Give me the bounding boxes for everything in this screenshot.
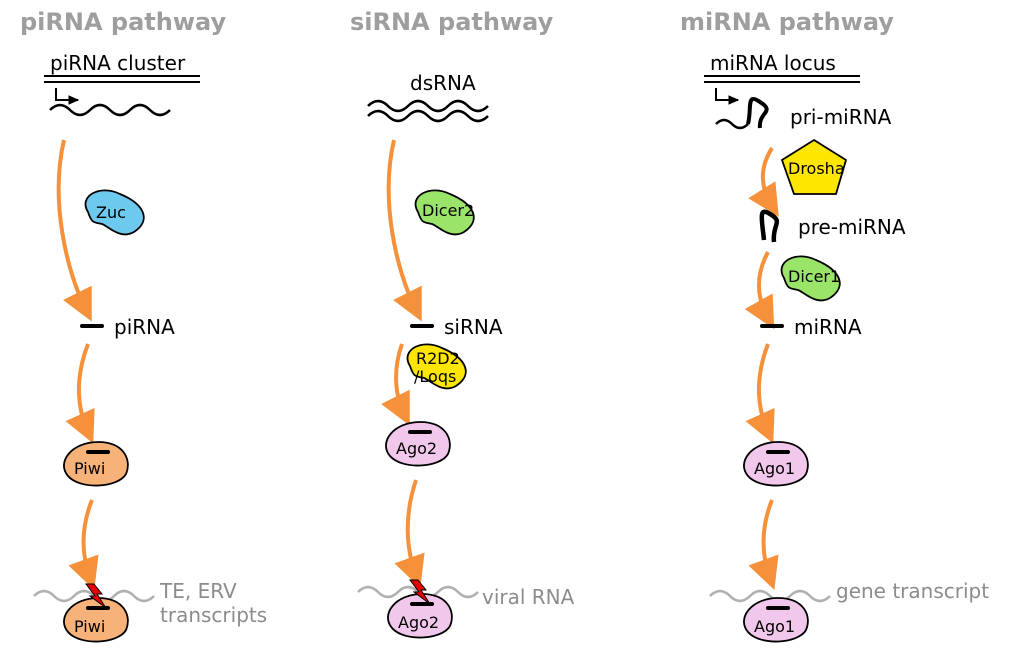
pirna-title: piRNA pathway (20, 8, 226, 36)
arrow-icon (763, 148, 772, 206)
svg-text:Ago1: Ago1 (754, 459, 795, 478)
arrow-icon (84, 500, 93, 578)
mirna-target: gene transcript (836, 579, 989, 603)
mirna-source-label: miRNA locus (710, 51, 836, 75)
ago2-effector: Ago2 (386, 422, 450, 466)
drosha-enzyme: Drosha (782, 140, 846, 194)
sirna-smallrna-label: siRNA (444, 315, 503, 339)
mirna-smallrna-label: miRNA (794, 315, 862, 339)
svg-text:Ago2: Ago2 (398, 613, 439, 632)
pirna-target-1: TE, ERV (159, 579, 237, 603)
svg-text:Drosha: Drosha (788, 159, 845, 178)
arrow-icon (759, 344, 768, 432)
arrow-icon (59, 140, 86, 310)
pre-mirna-icon (762, 212, 777, 242)
pirna-target-2: transcripts (160, 603, 267, 627)
dicer1-enzyme: Dicer1 (782, 256, 841, 300)
zuc-enzyme: Zuc (86, 190, 144, 234)
pirna-source-label: piRNA cluster (50, 51, 186, 75)
sirna-title: siRNA pathway (350, 8, 554, 36)
sirna-pathway: siRNA pathway dsRNA Dicer2 siRNA R2D2 /L… (350, 8, 575, 638)
arrow-icon (764, 500, 773, 578)
pri-mirna-label: pri-miRNA (790, 105, 892, 129)
r2d2-loqs: R2D2 /Loqs (408, 344, 466, 388)
svg-text:Piwi: Piwi (74, 459, 105, 478)
sirna-target: viral RNA (482, 585, 575, 609)
ago1-effector: Ago1 (744, 442, 808, 486)
pre-mirna-label: pre-miRNA (798, 215, 906, 239)
pirna-smallrna-label: piRNA (114, 315, 175, 339)
dicer2-enzyme: Dicer2 (416, 190, 475, 234)
arrow-icon (759, 252, 768, 318)
svg-text:/Loqs: /Loqs (414, 367, 456, 386)
svg-text:Piwi: Piwi (74, 617, 105, 636)
pirna-pathway: piRNA pathway piRNA cluster Zuc piRNA Pi… (20, 8, 267, 642)
svg-text:Ago1: Ago1 (754, 617, 795, 636)
sirna-source-label: dsRNA (410, 71, 476, 95)
arrow-icon (389, 140, 416, 310)
piwi-effector: Piwi (64, 442, 128, 486)
svg-text:Ago2: Ago2 (396, 439, 437, 458)
svg-text:Dicer2: Dicer2 (422, 201, 474, 220)
svg-text:Zuc: Zuc (96, 203, 126, 222)
svg-text:R2D2: R2D2 (416, 349, 460, 368)
rna-pathways-diagram: piRNA pathway piRNA cluster Zuc piRNA Pi… (0, 0, 1024, 670)
pri-mirna-icon (716, 99, 767, 128)
arrow-icon (79, 344, 88, 432)
svg-text:Dicer1: Dicer1 (788, 267, 840, 286)
arrow-icon (408, 480, 416, 576)
arrow-icon (396, 344, 404, 414)
mirna-title: miRNA pathway (680, 8, 894, 36)
ago1-bound: Ago1 (744, 598, 808, 642)
mirna-pathway: miRNA pathway miRNA locus pri-miRNA Dros… (680, 8, 989, 642)
